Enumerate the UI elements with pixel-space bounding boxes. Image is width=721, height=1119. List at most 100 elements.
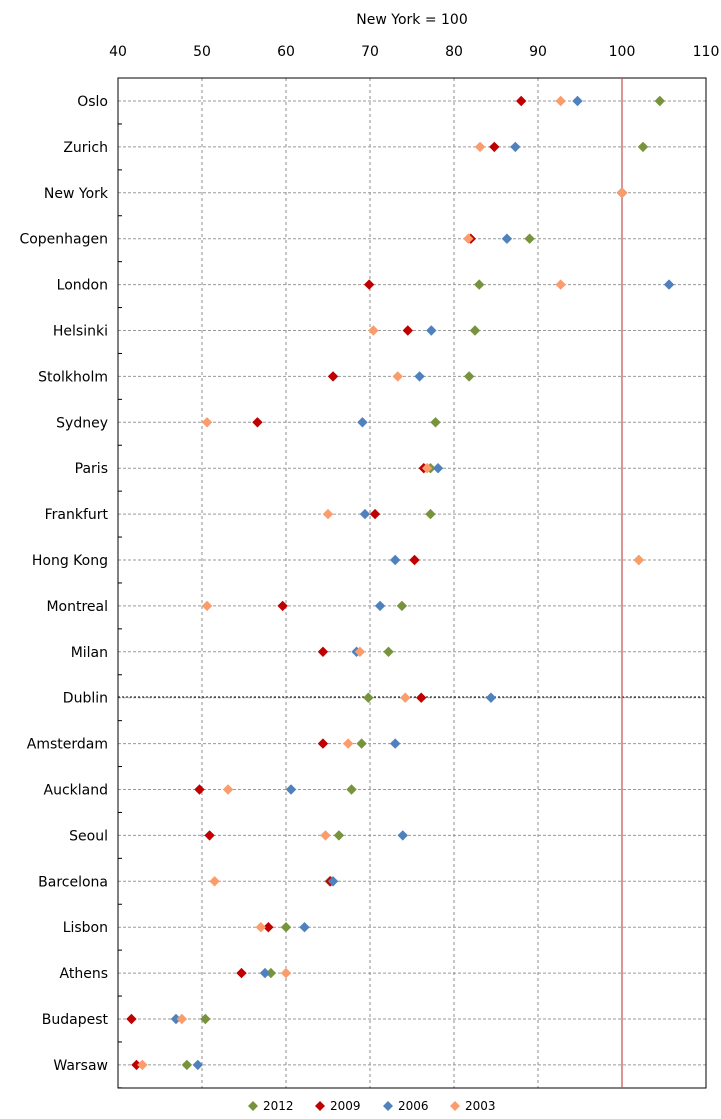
point-2009: [327, 371, 339, 382]
point-2006: [485, 692, 497, 703]
point-2003: [201, 600, 213, 612]
category-label: Stolkholm: [38, 369, 108, 385]
point-2009: [317, 646, 329, 657]
point-2003: [209, 876, 220, 887]
point-2003: [392, 371, 403, 382]
point-2012: [474, 279, 485, 290]
category-label: Warsaw: [53, 1058, 108, 1074]
point-2012: [430, 417, 441, 428]
point-2009: [489, 141, 500, 153]
category-label: New York: [44, 186, 109, 202]
point-2012: [333, 830, 345, 841]
point-2006: [259, 967, 271, 979]
point-2009: [126, 1013, 137, 1025]
point-2006: [397, 830, 408, 841]
category-label: Amsterdam: [27, 737, 108, 753]
category-label: Dublin: [63, 691, 108, 707]
point-2003: [222, 784, 234, 795]
point-2006: [390, 554, 401, 566]
x-tick-label: 110: [693, 44, 720, 60]
category-label: Helsinki: [53, 324, 108, 340]
point-2003: [633, 554, 644, 566]
category-label: Seoul: [69, 828, 108, 844]
point-2006: [432, 463, 444, 474]
plot-area: [117, 77, 707, 1089]
point-2009: [194, 784, 205, 795]
point-2012: [280, 922, 292, 933]
category-label: Auckland: [44, 783, 108, 799]
point-2003: [463, 233, 474, 244]
point-2003: [421, 463, 433, 474]
point-2006: [572, 95, 583, 107]
x-tick-label: 70: [361, 44, 379, 60]
x-tick-label: 90: [529, 44, 547, 60]
x-tick-label: 50: [193, 44, 211, 60]
point-2009: [277, 600, 288, 612]
point-2003: [342, 738, 354, 749]
category-labels: Oslo Zurich New York Copenhagen London Helsin…: [19, 94, 108, 1074]
category-label: Barcelona: [38, 874, 108, 890]
point-2006: [170, 1013, 182, 1025]
point-2006: [426, 325, 437, 336]
category-label: Budapest: [42, 1012, 109, 1028]
point-2006: [285, 784, 297, 795]
point-2012: [637, 141, 649, 153]
point-2006: [663, 279, 675, 290]
category-label: Frankfurt: [45, 507, 109, 523]
category-label: Athens: [60, 966, 108, 982]
point-2006: [357, 417, 368, 428]
point-2003: [320, 830, 331, 841]
category-label: Oslo: [77, 94, 108, 110]
point-2012: [524, 233, 535, 244]
point-2006: [390, 738, 401, 749]
point-2012: [346, 784, 357, 795]
point-2003: [354, 646, 366, 657]
point-2009: [409, 554, 420, 566]
point-2006: [501, 233, 513, 244]
point-2003: [555, 279, 566, 290]
point-2009: [131, 1059, 142, 1071]
category-label: Sydney: [56, 415, 108, 431]
point-2012: [265, 967, 277, 979]
point-2006: [359, 508, 371, 520]
point-2012: [654, 95, 665, 107]
point-2009: [402, 325, 413, 336]
point-2006: [299, 922, 310, 933]
point-2009: [252, 417, 263, 428]
point-2009: [236, 967, 247, 979]
category-label: Lisbon: [63, 920, 108, 936]
legend-label-2003: 2003: [465, 1099, 496, 1113]
point-2012: [396, 600, 408, 612]
point-2012: [469, 325, 481, 336]
point-2003: [280, 967, 292, 979]
x-axis-title: New York = 100: [356, 12, 467, 28]
point-2012: [425, 508, 436, 520]
point-2003: [616, 187, 628, 198]
category-label: Hong Kong: [32, 553, 108, 569]
legend-label-2006: 2006: [398, 1099, 429, 1113]
category-label: Zurich: [63, 140, 108, 156]
point-2006: [192, 1059, 203, 1071]
point-2012: [363, 692, 374, 703]
point-2003: [176, 1013, 188, 1025]
point-2009: [369, 508, 381, 520]
gridlines: [118, 78, 706, 1089]
point-2009: [204, 830, 215, 841]
point-2006: [414, 371, 425, 382]
point-2012: [200, 1013, 211, 1025]
legend-label-2009: 2009: [330, 1099, 361, 1113]
point-2003: [255, 922, 266, 933]
x-tick-label: 100: [609, 44, 636, 60]
point-2009: [516, 95, 527, 107]
point-2012: [463, 371, 475, 382]
data-points: [126, 95, 675, 1071]
point-2006: [327, 876, 339, 887]
x-tick-labels: 40 50 60 70 80 90 100 110: [109, 44, 719, 60]
point-2003: [137, 1059, 148, 1071]
x-tick-label: 60: [277, 44, 295, 60]
category-label: Copenhagen: [19, 232, 108, 248]
legend-marker-2003: [450, 1101, 460, 1111]
category-label: Paris: [75, 461, 108, 477]
point-2009: [363, 279, 375, 290]
